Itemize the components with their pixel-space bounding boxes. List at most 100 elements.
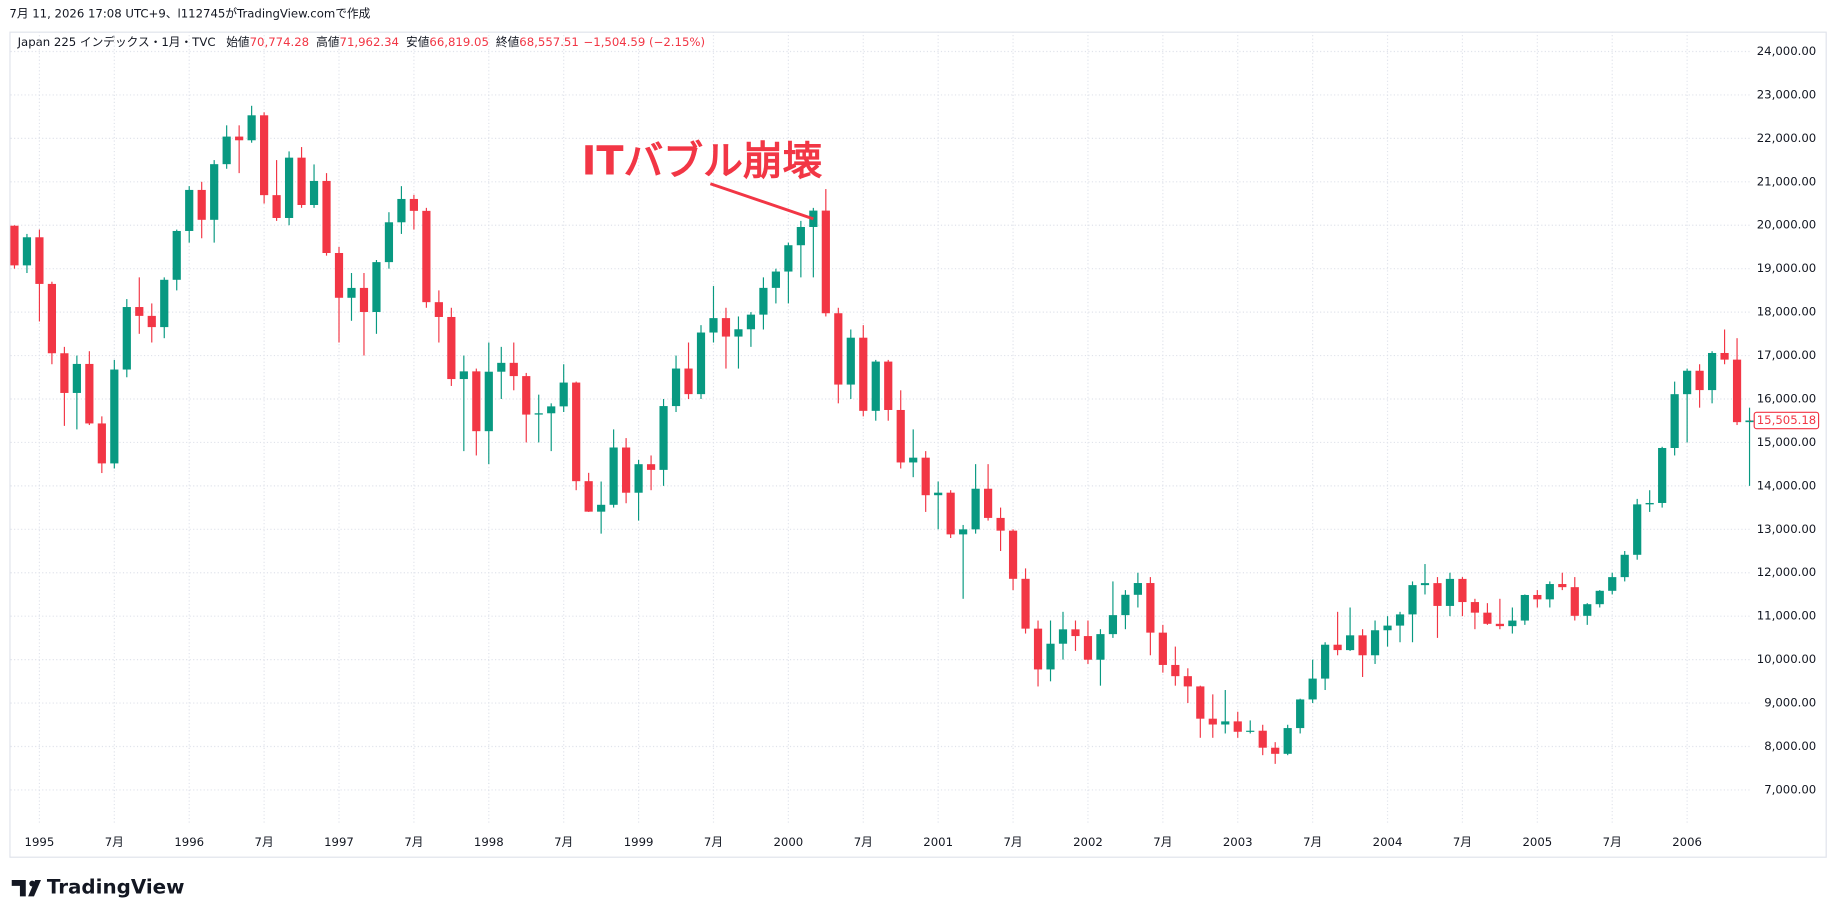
candle-body bbox=[959, 529, 968, 535]
candle-body bbox=[771, 271, 780, 288]
x-tick-label: 7月 bbox=[404, 835, 423, 849]
y-tick-label: 23,000.00 bbox=[1757, 87, 1816, 101]
candle-body bbox=[1108, 615, 1118, 635]
logo: TradingView bbox=[11, 876, 185, 899]
candle-body bbox=[422, 210, 431, 303]
x-tick-label: 2005 bbox=[1522, 835, 1552, 849]
ohlc-value: 68,557.51 bbox=[519, 35, 578, 49]
change: −1,504.59 (−2.15%) bbox=[583, 35, 705, 49]
candle-body bbox=[72, 363, 81, 393]
candle-body bbox=[172, 230, 181, 280]
symbol-legend: Japan 225 インデックス・1月・TVC 始値70,774.28 高値71,… bbox=[17, 35, 706, 49]
candle-body bbox=[60, 353, 69, 393]
x-tick-label: 1998 bbox=[474, 835, 504, 849]
annotation: ITバブル崩壊 bbox=[582, 138, 823, 184]
candle-body bbox=[484, 371, 493, 432]
x-tick-label: 7月 bbox=[704, 835, 723, 849]
candle-body bbox=[646, 464, 656, 470]
x-tick-label: 7月 bbox=[1603, 835, 1622, 849]
candle-body bbox=[359, 287, 369, 312]
x-tick-label: 2000 bbox=[774, 835, 804, 849]
candle-body bbox=[1345, 635, 1355, 651]
candle-body bbox=[597, 504, 606, 512]
x-tick-label: 2004 bbox=[1373, 835, 1403, 849]
candle-body bbox=[1433, 583, 1442, 606]
x-tick-label: 7月 bbox=[255, 835, 274, 849]
candle-body bbox=[572, 382, 581, 482]
candle-body bbox=[746, 314, 756, 330]
candle-body bbox=[909, 457, 918, 463]
y-tick-label: 13,000.00 bbox=[1757, 522, 1816, 536]
ohlc-label: 安値 bbox=[406, 35, 430, 49]
candle-body bbox=[1595, 590, 1604, 605]
candle-body bbox=[1096, 634, 1105, 660]
candle-body bbox=[1321, 644, 1330, 679]
candle-body bbox=[397, 198, 406, 223]
candle-body bbox=[734, 329, 743, 337]
candle-body bbox=[1208, 718, 1217, 725]
candle-body bbox=[1233, 721, 1242, 732]
x-tick-label: 7月 bbox=[1453, 835, 1472, 849]
candle-body bbox=[347, 287, 356, 298]
candle-body bbox=[10, 225, 19, 266]
y-tick-label: 19,000.00 bbox=[1757, 261, 1816, 275]
candle-body bbox=[671, 368, 681, 407]
candle-body bbox=[921, 457, 930, 496]
logo-text: TradingView bbox=[47, 876, 185, 899]
candle-body bbox=[1058, 629, 1068, 644]
candle-body bbox=[522, 376, 531, 415]
candle-body bbox=[996, 517, 1005, 531]
candle-body bbox=[1645, 502, 1654, 505]
candle-body bbox=[1707, 352, 1717, 391]
candle-body bbox=[759, 287, 768, 315]
candle-body bbox=[1133, 583, 1142, 595]
candle-body bbox=[297, 157, 306, 205]
candle-body bbox=[609, 447, 618, 505]
candle-body bbox=[696, 332, 706, 395]
candle-body bbox=[447, 316, 456, 380]
last-price-label: 15,505.18 bbox=[1757, 413, 1816, 427]
candle-body bbox=[372, 262, 381, 312]
candle-body bbox=[1033, 628, 1043, 670]
candle-body bbox=[272, 195, 281, 218]
candle-body bbox=[1470, 602, 1480, 613]
candle-body bbox=[1558, 584, 1567, 588]
candle-body bbox=[1308, 678, 1317, 700]
candle-body bbox=[235, 136, 244, 141]
candle-body bbox=[384, 222, 394, 263]
candle-body bbox=[684, 368, 693, 395]
y-tick-label: 9,000.00 bbox=[1764, 696, 1816, 710]
candle-body bbox=[859, 337, 868, 411]
candle-body bbox=[47, 283, 57, 354]
candle-body bbox=[309, 180, 319, 205]
candle-body bbox=[1545, 584, 1554, 600]
candle-body bbox=[160, 279, 169, 328]
x-tick-label: 2001 bbox=[923, 835, 953, 849]
candle-body bbox=[1633, 504, 1642, 555]
annotation-arrow bbox=[709, 182, 814, 221]
candle-body bbox=[1246, 730, 1255, 732]
candle-body bbox=[1745, 420, 1754, 423]
candle-body bbox=[1221, 721, 1230, 725]
y-tick-label: 11,000.00 bbox=[1757, 609, 1816, 623]
candle-body bbox=[1533, 594, 1542, 600]
ohlc-label: 終値 bbox=[496, 35, 520, 49]
candle-body bbox=[1171, 664, 1180, 677]
candle-body bbox=[247, 115, 256, 141]
y-tick-label: 22,000.00 bbox=[1757, 131, 1816, 145]
x-tick-label: 7月 bbox=[1004, 835, 1023, 849]
candle-body bbox=[834, 313, 843, 385]
x-tick-label: 7月 bbox=[1153, 835, 1172, 849]
candle-body bbox=[1420, 583, 1430, 586]
candle-body bbox=[784, 245, 793, 272]
candle-body bbox=[434, 302, 443, 317]
y-tick-label: 24,000.00 bbox=[1757, 44, 1816, 58]
y-tick-label: 18,000.00 bbox=[1757, 305, 1816, 319]
y-tick-label: 8,000.00 bbox=[1764, 739, 1816, 753]
candle-body bbox=[1445, 578, 1455, 606]
candle-body bbox=[559, 382, 568, 407]
candle-body bbox=[984, 488, 993, 518]
candle-body bbox=[210, 164, 219, 220]
candle-body bbox=[1495, 623, 1504, 627]
x-tick-label: 1999 bbox=[624, 835, 654, 849]
